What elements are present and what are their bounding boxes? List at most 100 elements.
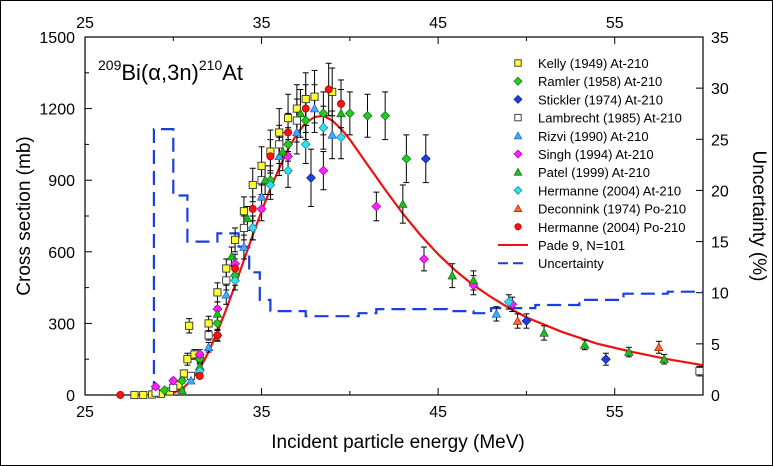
legend-marker-rizvi-1990-at-210 — [513, 131, 523, 140]
labels-group: Incident particle energy (MeV) Cross sec… — [14, 57, 769, 453]
kelly-1949-at-210-point — [183, 355, 192, 364]
singh-1994-at-210-point — [168, 375, 179, 386]
hermanne-2004-at-210-point — [265, 180, 276, 190]
singh-1994-at-210-point — [150, 381, 161, 392]
legend-marker-deconnink-1974-po-210 — [513, 204, 523, 212]
stickler-1974-at-210-point — [420, 153, 431, 164]
legend-label-hermanne-2004-po-210: Hermanne (2004) Po-210 — [538, 220, 685, 235]
kelly-1949-at-210-point — [239, 207, 248, 216]
patel-1999-at-210-point — [177, 385, 187, 394]
ramler-1958-at-210-point — [177, 375, 188, 386]
kelly-1949-at-210-point — [284, 114, 293, 123]
legend-label-patel-1999-at-210: Patel (1999) At-210 — [538, 165, 650, 180]
hermanne-2004-po-210-point — [284, 128, 293, 137]
kelly-1949-at-210-point — [257, 161, 266, 170]
x-tick-label-bottom-45: 45 — [429, 404, 447, 421]
legend-label-lambrecht-1985-at-210: Lambrecht (1985) At-210 — [538, 111, 682, 126]
patel-1999-at-210-point — [277, 146, 288, 156]
lambrecht-1985-at-210-point — [222, 276, 231, 285]
y-tick-label-left-300: 300 — [48, 316, 75, 333]
y-tick-label-right-20: 20 — [711, 183, 729, 200]
legend-label-stickler-1974-at-210: Stickler (1974) At-210 — [538, 92, 663, 107]
reaction-main: Bi(α,3n) — [121, 60, 199, 85]
hermanne-2004-po-210-point — [266, 152, 275, 161]
patel-1999-at-210-point — [212, 308, 223, 318]
patel-1999-at-210-point — [659, 354, 669, 363]
ramler-1958-at-210-point — [159, 385, 170, 396]
y-tick-label-right-5: 5 — [711, 337, 720, 354]
legend-marker-stickler-1974-at-210 — [513, 94, 523, 104]
lambrecht-1985-at-210-point — [695, 367, 704, 376]
kelly-1949-at-210-point — [185, 321, 194, 330]
uncertainty-line — [152, 128, 703, 395]
kelly-1949-at-210-point — [310, 92, 319, 101]
legend-label-pade-fit: Pade 9, N=101 — [538, 238, 625, 253]
singh-1994-at-210-point — [419, 254, 429, 264]
uncertainty-group — [152, 128, 703, 395]
hermanne-2004-po-210-point — [248, 204, 257, 213]
ramler-1958-at-210-point — [318, 108, 329, 119]
ramler-1958-at-210-point — [380, 110, 391, 121]
reaction-mass-number: 209 — [98, 57, 122, 73]
patel-1999-at-210-point — [398, 199, 408, 208]
y-tick-label-left-1200: 1200 — [39, 102, 75, 119]
x-tick-label-bottom-25: 25 — [76, 404, 94, 421]
rizvi-1990-at-210-point — [221, 289, 232, 299]
hermanne-2004-po-210-point — [301, 104, 310, 113]
stickler-1974-at-210-point — [600, 354, 611, 365]
hermanne-2004-po-210-point — [324, 85, 333, 94]
patel-1999-at-210-point — [242, 213, 253, 223]
kelly-1949-at-210-point — [248, 180, 257, 190]
y-tick-label-right-35: 35 — [711, 30, 729, 47]
legend-label-singh-1994-at-210: Singh (1994) At-210 — [538, 147, 654, 162]
stickler-1974-at-210-point — [306, 172, 316, 183]
patel-1999-at-210-point — [447, 270, 458, 280]
rizvi-1990-at-210-point — [491, 308, 502, 318]
rizvi-1990-at-210-point — [292, 127, 302, 137]
kelly-1949-at-210-point — [231, 235, 240, 244]
patel-1999-at-210-point — [295, 108, 306, 118]
legend-marker-singh-1994-at-210 — [513, 149, 523, 159]
deconnink-1974-po-210-point — [512, 316, 523, 325]
kelly-1949-at-210-point — [179, 369, 188, 378]
legend: Kelly (1949) At-210 Ramler (1958) At-210 S… — [498, 56, 686, 271]
hermanne-2004-po-210-point — [195, 371, 204, 380]
deconnink-1974-po-210-point — [654, 342, 664, 351]
hermanne-2004-at-210-point — [503, 297, 514, 307]
legend-marker-hermanne-2004-po-210 — [514, 223, 522, 231]
reaction-product: At — [222, 60, 243, 85]
x-tick-label-top-45: 45 — [429, 15, 447, 32]
axes-group: 25 35 45 55 25 35 45 55 0 300 600 900 1200 1500 0 5 10 15… — [39, 15, 728, 421]
reaction-product-mass: 210 — [199, 57, 223, 73]
legend-marker-patel-1999-at-210 — [513, 167, 523, 176]
ramler-1958-at-210-point — [344, 108, 355, 119]
legend-label-rizvi-1990-at-210: Rizvi (1990) At-210 — [538, 129, 649, 144]
lambrecht-1985-at-210-point — [239, 223, 248, 232]
legend-marker-lambrecht-1985-at-210 — [514, 113, 522, 122]
hermanne-2004-po-210-point — [231, 264, 240, 273]
rizvi-1990-at-210-point — [203, 342, 214, 351]
x-tick-label-top-55: 55 — [606, 15, 624, 32]
legend-label-kelly-1949-at-210: Kelly (1949) At-210 — [538, 56, 649, 71]
legend-label-ramler-1958-at-210: Ramler (1958) At-210 — [538, 74, 662, 89]
hermanne-2004-po-210-point — [337, 99, 345, 108]
x-tick-label-bottom-35: 35 — [253, 404, 271, 421]
y-axis-title-right: Uncertainty (%) — [748, 151, 769, 282]
legend-label-deconnink-1974-po-210: Deconnink (1974) Po-210 — [538, 202, 686, 217]
legend-label-uncertainty: Uncertainty — [538, 256, 604, 271]
singh-1994-at-210-point — [318, 165, 329, 176]
patel-1999-at-210-point — [579, 339, 590, 349]
kelly-1949-at-210-point — [213, 288, 222, 297]
patel-1999-at-210-point — [226, 251, 237, 261]
y-tick-label-left-1500: 1500 — [39, 30, 75, 47]
rizvi-1990-at-210-point — [239, 242, 249, 251]
hermanne-2004-at-210-point — [300, 139, 311, 150]
y-tick-label-right-30: 30 — [711, 81, 729, 98]
ramler-1958-at-210-point — [300, 115, 311, 126]
hermanne-2004-at-210-point — [336, 132, 346, 143]
y-tick-label-right-0: 0 — [711, 388, 720, 405]
x-tick-label-top-35: 35 — [253, 15, 271, 32]
ramler-1958-at-210-point — [283, 139, 293, 150]
y-tick-label-right-15: 15 — [711, 235, 729, 252]
kelly-1949-at-210-point — [130, 390, 139, 400]
